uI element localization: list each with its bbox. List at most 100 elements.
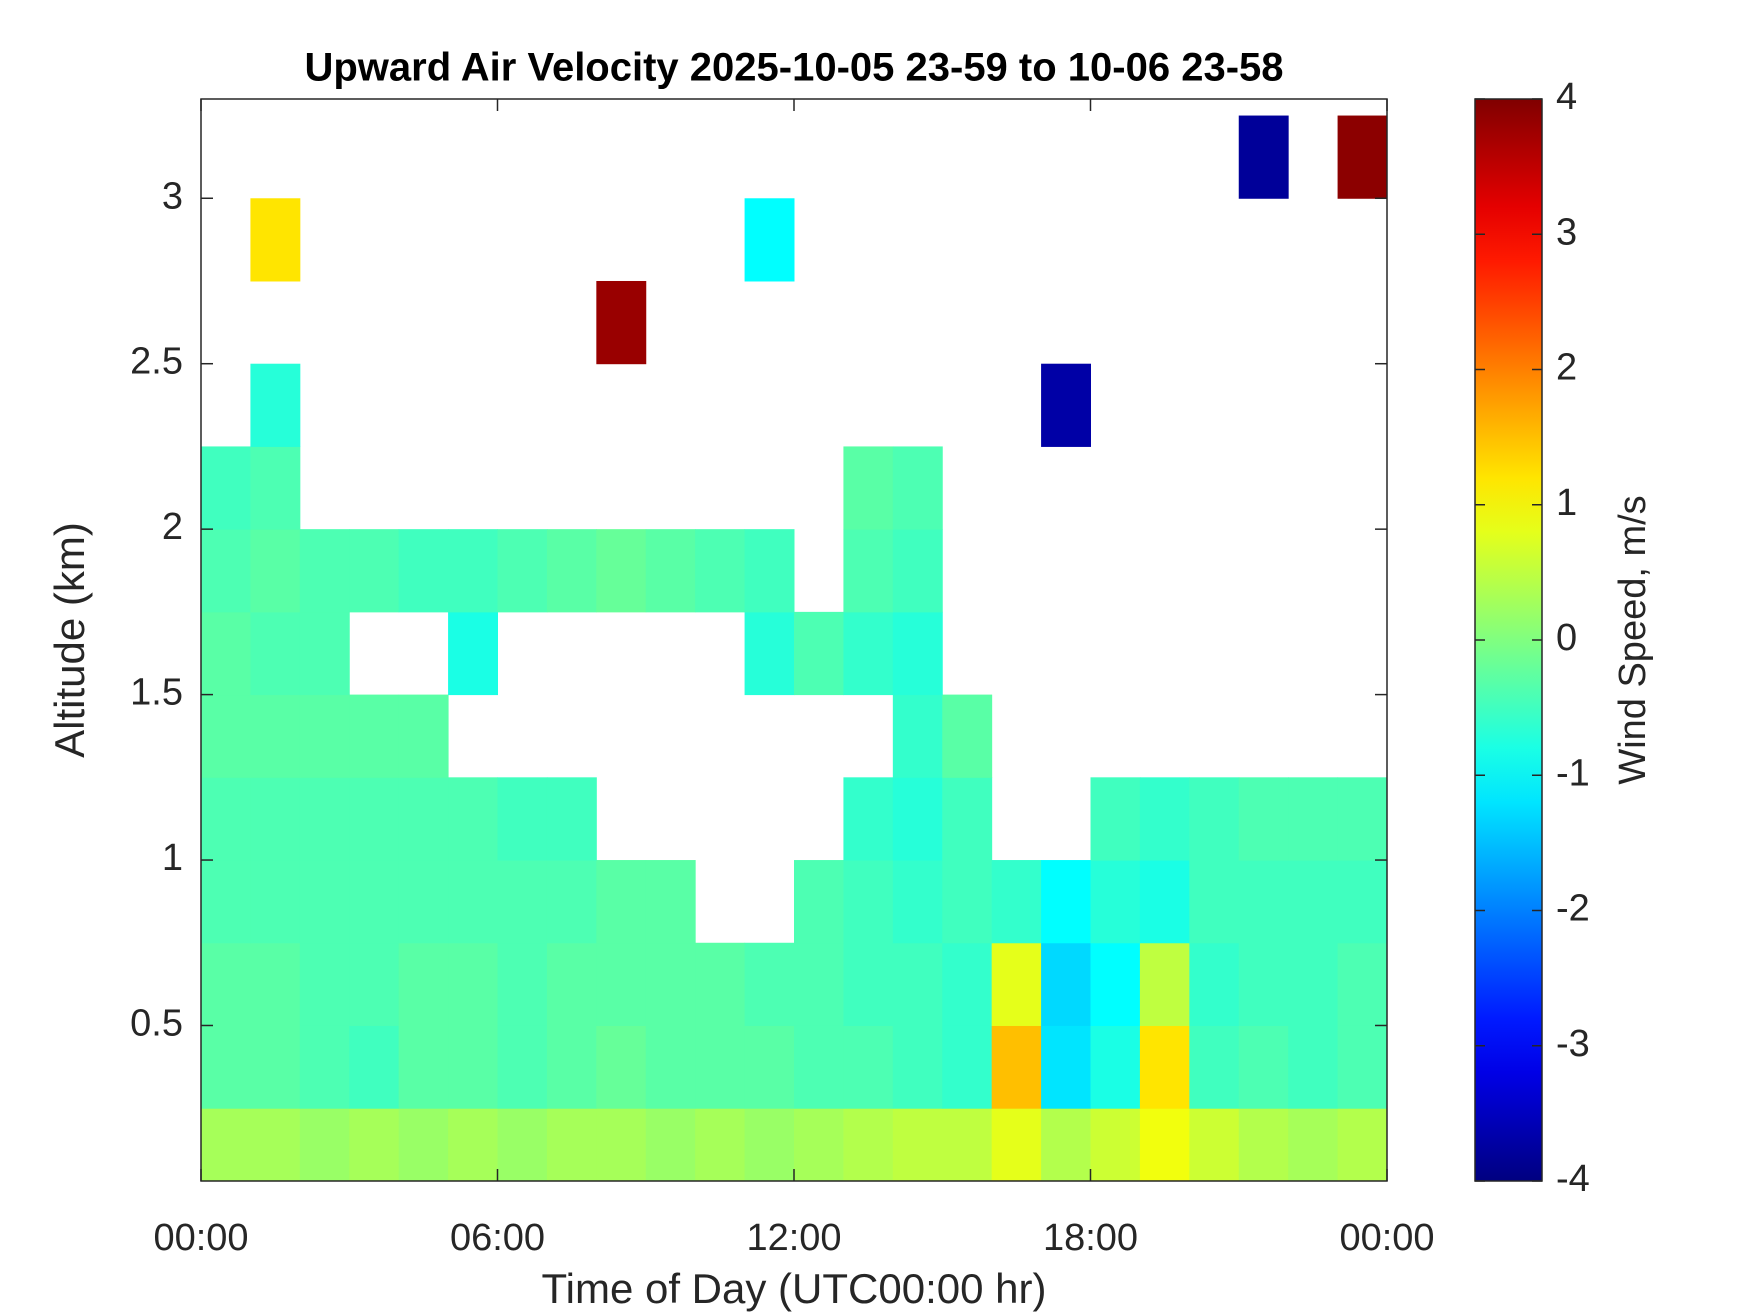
heatmap-cell bbox=[843, 1108, 894, 1181]
heatmap-cell bbox=[349, 1108, 400, 1181]
heatmap-cell bbox=[299, 860, 350, 944]
heatmap-cell bbox=[794, 942, 844, 1026]
heatmap-cell bbox=[201, 694, 251, 778]
heatmap-cell bbox=[299, 694, 350, 778]
heatmap-cell bbox=[448, 942, 498, 1026]
heatmap-cell bbox=[942, 777, 993, 861]
heatmap-cell bbox=[201, 1025, 251, 1109]
x-tick-label: 18:00 bbox=[1043, 1217, 1138, 1259]
heatmap-cell bbox=[794, 1025, 844, 1109]
heatmap-cell bbox=[299, 942, 350, 1026]
heatmap-cell bbox=[1238, 942, 1289, 1026]
heatmap-cell bbox=[1337, 942, 1387, 1026]
heatmap-cell bbox=[201, 446, 251, 530]
heatmap-cell bbox=[1090, 860, 1141, 944]
chart-title: Upward Air Velocity 2025-10-05 23-59 to … bbox=[304, 46, 1283, 90]
heatmap-cell bbox=[250, 529, 301, 613]
x-tick-label: 06:00 bbox=[450, 1217, 545, 1259]
heatmap-cell bbox=[1189, 860, 1240, 944]
heatmap-cell bbox=[1139, 777, 1190, 861]
heatmap-cell bbox=[892, 1025, 943, 1109]
heatmap-cell bbox=[744, 1108, 795, 1181]
heatmap-cell bbox=[645, 860, 696, 944]
heatmap-cell bbox=[201, 860, 251, 944]
heatmap-cell bbox=[1238, 115, 1289, 199]
heatmap-cell bbox=[398, 777, 449, 861]
heatmap-cell bbox=[695, 1025, 746, 1109]
heatmap-cell bbox=[250, 446, 301, 530]
heatmap-cell bbox=[1238, 1025, 1289, 1109]
heatmap-cell bbox=[991, 942, 1042, 1026]
heatmap-cell bbox=[250, 694, 301, 778]
colorbar bbox=[1474, 98, 1543, 1182]
heatmap-cell bbox=[1139, 1108, 1190, 1181]
heatmap-cell bbox=[1041, 942, 1091, 1026]
heatmap-cell bbox=[1238, 777, 1289, 861]
heatmap-cell bbox=[398, 529, 449, 613]
y-tick-label: 1.5 bbox=[130, 672, 183, 714]
heatmap-cell bbox=[1337, 1025, 1387, 1109]
heatmap-cell bbox=[448, 860, 498, 944]
heatmap-cell bbox=[349, 860, 400, 944]
heatmap-cell bbox=[398, 694, 449, 778]
colorbar-label: Wind Speed, m/s bbox=[1612, 495, 1654, 784]
heatmap-cell bbox=[1041, 363, 1091, 447]
heatmap-cell bbox=[794, 860, 844, 944]
heatmap-cell bbox=[250, 198, 301, 282]
heatmap-cell bbox=[448, 529, 498, 613]
heatmap-cell bbox=[1090, 777, 1141, 861]
y-tick-label: 0.5 bbox=[130, 1003, 183, 1045]
heatmap-cell bbox=[1337, 860, 1387, 944]
y-tick-label: 3 bbox=[162, 175, 183, 217]
heatmap-cell bbox=[942, 1025, 993, 1109]
heatmap-cell bbox=[892, 446, 943, 530]
heatmap-cell bbox=[892, 777, 943, 861]
heatmap-cell bbox=[250, 611, 301, 696]
heatmap-cell bbox=[596, 942, 647, 1026]
heatmap-cell bbox=[398, 942, 449, 1026]
heatmap-cell bbox=[448, 1108, 498, 1181]
y-tick-label: 1 bbox=[162, 837, 183, 879]
heatmap-cell bbox=[843, 529, 894, 613]
heatmap-cell bbox=[1090, 1025, 1141, 1109]
heatmap-cell bbox=[349, 942, 400, 1026]
heatmap-cell bbox=[201, 942, 251, 1026]
heatmap-cell bbox=[546, 529, 597, 613]
heatmap-cell bbox=[892, 942, 943, 1026]
heatmap-cell bbox=[546, 777, 597, 861]
x-axis-label: Time of Day (UTC00:00 hr) bbox=[542, 1265, 1047, 1312]
heatmap-cell bbox=[398, 1108, 449, 1181]
heatmap-cell bbox=[1139, 860, 1190, 944]
heatmap-cell bbox=[398, 1025, 449, 1109]
heatmap-cell bbox=[349, 694, 400, 778]
heatmap-cell bbox=[299, 1025, 350, 1109]
colorbar-tick-label: 4 bbox=[1556, 76, 1577, 118]
heatmap-cell bbox=[497, 860, 548, 944]
heatmap-cell bbox=[942, 1108, 993, 1181]
heatmap-cell bbox=[892, 1108, 943, 1181]
heatmap-cell bbox=[546, 942, 597, 1026]
heatmap-cell bbox=[250, 942, 301, 1026]
heatmap-cell bbox=[497, 942, 548, 1026]
heatmap-cell bbox=[991, 860, 1042, 944]
heatmap-cell bbox=[596, 1025, 647, 1109]
x-tick-label: 00:00 bbox=[153, 1217, 248, 1259]
heatmap-cell bbox=[201, 611, 251, 696]
y-tick-label: 2.5 bbox=[130, 341, 183, 383]
heatmap-cell bbox=[695, 1108, 746, 1181]
heatmap-cell bbox=[250, 1025, 301, 1109]
heatmap-cell bbox=[1041, 1108, 1091, 1181]
heatmap-cell bbox=[497, 1108, 548, 1181]
heatmap-cell bbox=[892, 694, 943, 778]
heatmap-cell bbox=[497, 1025, 548, 1109]
heatmap-cell bbox=[843, 446, 894, 530]
heatmap-cell bbox=[448, 1025, 498, 1109]
colorbar-tick-label: -3 bbox=[1556, 1023, 1590, 1065]
heatmap-cell bbox=[201, 777, 251, 861]
colorbar-tick-label: -1 bbox=[1556, 752, 1590, 794]
x-tick-label: 00:00 bbox=[1339, 1217, 1434, 1259]
heatmap bbox=[201, 115, 1387, 1181]
y-tick-label: 2 bbox=[162, 506, 183, 548]
